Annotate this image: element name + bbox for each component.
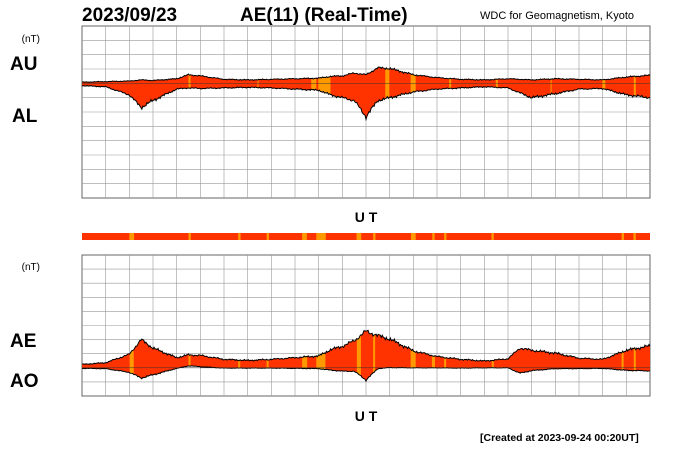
indicator-bar-segment [373, 233, 376, 240]
highlight-segment [633, 347, 636, 371]
highlight-segment [550, 78, 552, 95]
chart-top: (nT) AU AL U T [10, 25, 651, 225]
highlight-segment [491, 360, 494, 368]
indicator-bar-segment [432, 233, 435, 240]
bottom-unit-label: (nT) [22, 262, 40, 273]
ao-label: AO [10, 371, 39, 392]
indicator-bar-segment [188, 233, 191, 240]
highlight-segment [129, 349, 134, 375]
highlight-segment [444, 357, 447, 368]
highlight-segment [431, 355, 435, 368]
top-area [81, 66, 651, 122]
indicator-bar [82, 233, 650, 240]
highlight-segment [356, 334, 361, 376]
ae-line [81, 329, 651, 366]
activity-fill [82, 330, 650, 382]
bottom-area [81, 329, 651, 383]
au-label: AU [10, 54, 37, 75]
indicator-bar-segment [238, 233, 241, 240]
highlight-segment [188, 353, 191, 367]
highlight-segment [238, 359, 241, 369]
highlight-segment [318, 76, 331, 95]
indicator-bar-segment [266, 233, 269, 240]
al-label: AL [12, 106, 38, 127]
highlight-segment [188, 74, 191, 89]
indicator-bar-segment [444, 233, 447, 240]
indicator-bar-segment [129, 233, 135, 240]
indicator-bar-segment [316, 233, 326, 240]
top-x-axis-label: U T [355, 209, 378, 225]
highlight-segment [266, 359, 269, 369]
indicator-bar-segment [621, 233, 624, 240]
highlight-segment [311, 78, 317, 91]
highlight-segment [633, 75, 636, 97]
highlight-segment [316, 352, 326, 370]
plot-date: 2023/09/23 [82, 5, 178, 26]
ao-line [81, 365, 651, 383]
al-line [81, 84, 651, 122]
indicator-bar-segment [491, 233, 494, 240]
indicator-bar-base [82, 233, 650, 240]
highlight-segment [621, 351, 624, 370]
indicator-bar-segment [302, 233, 307, 240]
indicator-bar-segment [633, 233, 636, 240]
au-line [81, 66, 651, 83]
activity-fill [82, 67, 650, 120]
highlight-segment [410, 348, 416, 368]
highlight-segment [373, 334, 376, 373]
highlight-segment [302, 355, 308, 369]
top-unit-label: (nT) [22, 34, 40, 45]
created-timestamp: [Created at 2023-09-24 00:20UT] [480, 432, 639, 444]
highlight-segment [602, 79, 606, 90]
chart-bottom: (nT) AE AO U T [10, 233, 651, 424]
indicator-bar-segment [410, 233, 416, 240]
organization-label: WDC for Geomagnetism, Kyoto [480, 10, 635, 22]
plot-title: AE(11) (Real-Time) [240, 5, 408, 26]
bottom-x-axis-label: U T [355, 408, 378, 424]
ae-label: AE [10, 331, 36, 352]
indicator-bar-segment [356, 233, 362, 240]
